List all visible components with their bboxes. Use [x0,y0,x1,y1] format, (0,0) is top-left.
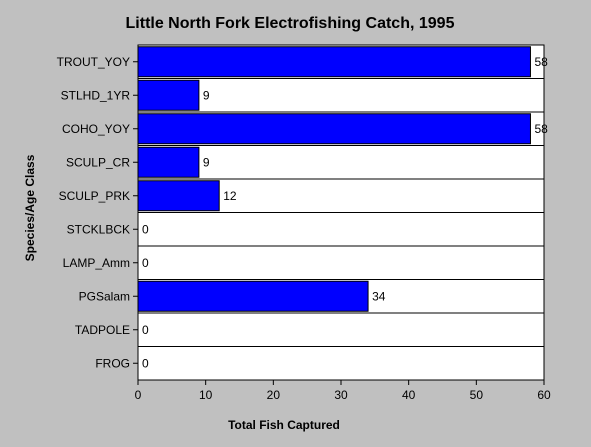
category-label: STLHD_1YR [61,88,131,102]
bar-sculp-cr [137,146,200,178]
x-tick-label: 50 [470,388,484,402]
category-label: SCULP_PRK [59,189,130,203]
x-tick-label: 20 [267,388,281,402]
data-label: 0 [142,323,149,337]
bar-stlhd-1yr [137,79,200,111]
bar-sculp-prk [137,180,220,212]
category-label: COHO_YOY [62,122,130,136]
x-tick-label: 60 [537,388,551,402]
bar-trout-yoy [137,46,531,78]
data-label: 58 [534,122,548,136]
x-axis-label: Total Fish Captured [228,418,340,432]
category-label: TROUT_YOY [57,55,130,69]
category-labels: TROUT_YOY STLHD_1YR COHO_YOY SCULP_CR SCULP_… [57,55,138,370]
data-label: 0 [142,222,149,236]
bar-pgsalam [137,280,369,312]
data-label: 58 [534,55,548,69]
bars [137,46,531,312]
x-tick-label: 30 [334,388,348,402]
chart-title: Little North Fork Electrofishing Catch, … [126,15,455,32]
data-label: 9 [203,155,210,169]
data-label: 9 [203,88,210,102]
category-label: PGSalam [79,289,130,303]
data-label: 0 [142,356,149,370]
x-tick-label: 0 [135,388,142,402]
x-axis-ticks: 0 10 20 30 40 50 60 [135,380,551,402]
category-label: TADPOLE [75,323,130,337]
data-labels: 58 9 58 9 12 0 0 34 0 0 [142,55,548,371]
bar-coho-yoy [137,113,531,145]
row-dividers [138,78,544,347]
data-label: 0 [142,256,149,270]
data-label: 12 [223,189,237,203]
category-label: LAMP_Amm [63,256,130,270]
category-label: STCKLBCK [67,222,130,236]
category-label: FROG [95,356,130,370]
data-label: 34 [372,289,386,303]
y-axis-label: Species/Age Class [23,154,37,261]
x-tick-label: 40 [402,388,416,402]
x-tick-label: 10 [199,388,213,402]
category-label: SCULP_CR [66,155,130,169]
